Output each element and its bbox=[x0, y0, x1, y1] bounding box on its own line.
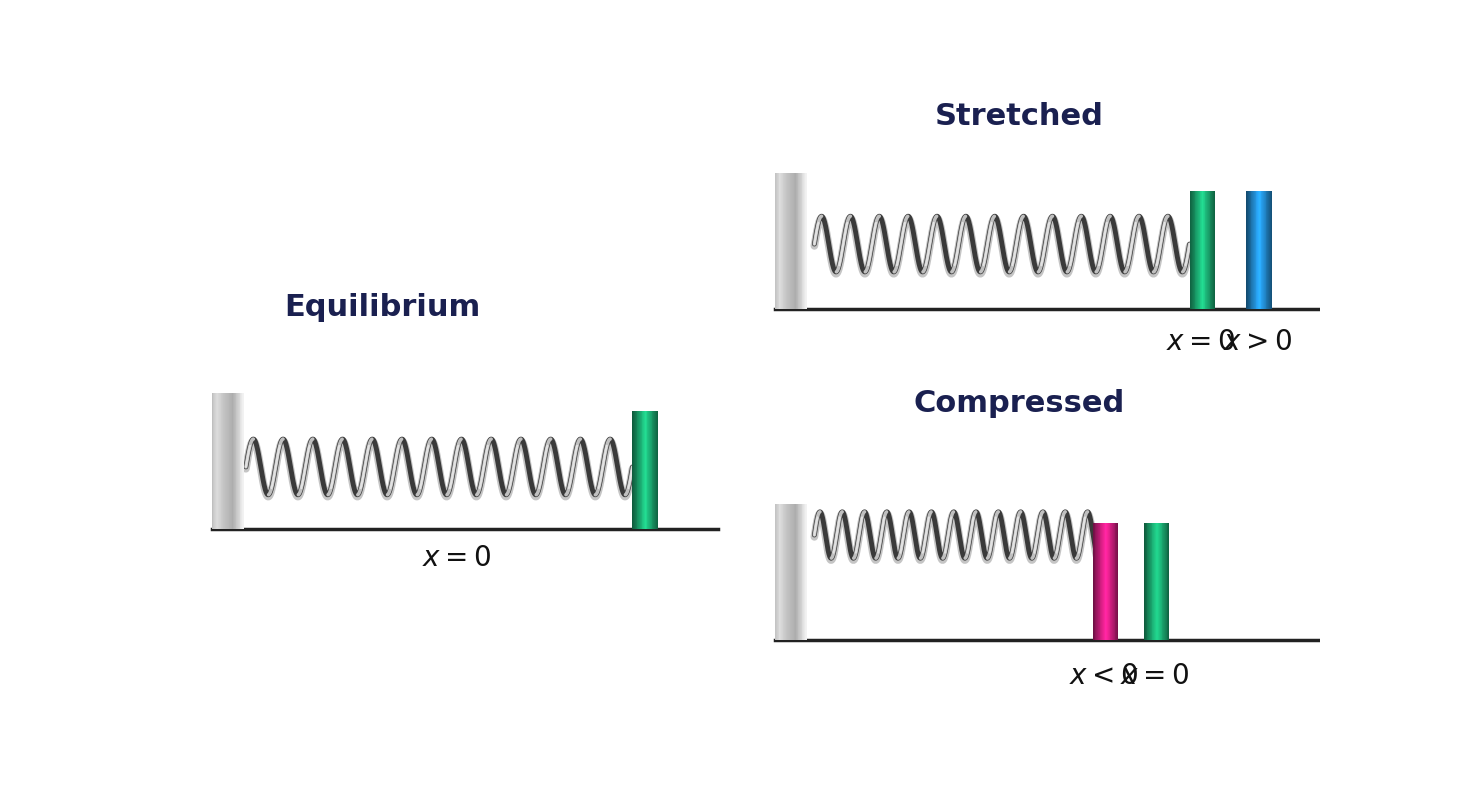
Text: $x = 0$: $x = 0$ bbox=[421, 544, 491, 572]
Text: Compressed: Compressed bbox=[914, 389, 1125, 418]
Text: $x = 0$: $x = 0$ bbox=[1119, 662, 1188, 689]
Text: $x < 0$: $x < 0$ bbox=[1068, 662, 1138, 689]
Text: $x = 0$: $x = 0$ bbox=[1166, 328, 1235, 355]
Text: Stretched: Stretched bbox=[934, 101, 1103, 130]
Text: Equilibrium: Equilibrium bbox=[285, 293, 481, 322]
Text: $x > 0$: $x > 0$ bbox=[1223, 328, 1292, 355]
